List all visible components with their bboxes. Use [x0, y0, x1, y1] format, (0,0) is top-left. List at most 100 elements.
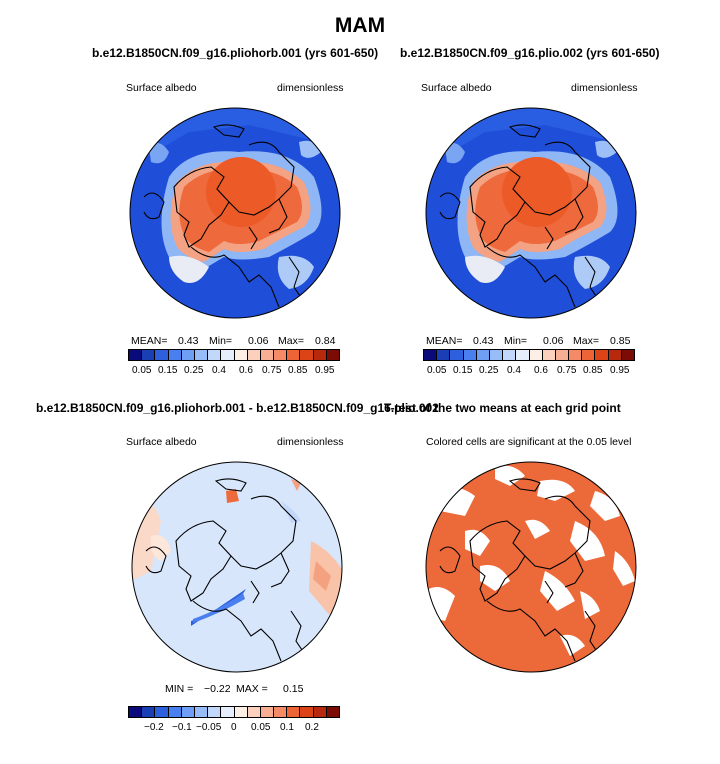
panel3-colorbar-swatch-6	[208, 707, 222, 717]
panel1-colorbar-swatch-13	[300, 350, 314, 360]
panel2-colorbar-swatch-9	[542, 350, 556, 360]
panel2-tick-7: 0.95	[610, 365, 630, 376]
panel1-colorbar-swatch-7	[221, 350, 235, 360]
panel2-colorbar-swatch-3	[463, 350, 477, 360]
panel3-colorbar-swatch-11	[274, 707, 288, 717]
panel1-colorbar-swatch-2	[155, 350, 169, 360]
panel2-max-label: Max=	[573, 335, 599, 347]
panel2-tick-0: 0.05	[427, 365, 447, 376]
panel2-colorbar-swatch-6	[503, 350, 517, 360]
panel1-colorbar-swatch-1	[142, 350, 156, 360]
panel2-colorbar-swatch-0	[424, 350, 438, 360]
panel3-tick-1: −0.1	[172, 722, 192, 733]
panel2-colorbar-swatch-14	[608, 350, 622, 360]
panel1-min-label: Min=	[209, 335, 233, 347]
panel1-colorbar-swatch-11	[274, 350, 288, 360]
panel1-title: b.e12.B1850CN.f09_g16.pliohorb.001 (yrs …	[92, 46, 379, 60]
panel3-max-value: 0.15	[283, 683, 304, 695]
panel3-colorbar-swatch-10	[260, 707, 275, 717]
panel2-colorbar-swatch-5	[489, 350, 504, 360]
panel2-tick-6: 0.85	[583, 365, 603, 376]
panel3-min-label: MIN =	[165, 683, 194, 695]
figure-title: MAM	[334, 14, 386, 37]
panel1-colorbar-swatch-15	[326, 350, 339, 360]
panel3-units-label: dimensionless	[277, 436, 344, 448]
panel3-title: b.e12.B1850CN.f09_g16.pliohorb.001 - b.e…	[36, 401, 439, 415]
panel1-colorbar-swatch-3	[168, 350, 182, 360]
panel2-min-value: 0.06	[543, 335, 564, 347]
panel2-title: b.e12.B1850CN.f09_g16.plio.002 (yrs 601-…	[400, 46, 660, 60]
panel1-tick-1: 0.15	[158, 365, 178, 376]
panel3-max-label: MAX =	[236, 683, 268, 695]
panel3-tick-0: −0.2	[144, 722, 164, 733]
panel1-tick-4: 0.6	[239, 365, 253, 376]
panel2-tick-3: 0.4	[507, 365, 521, 376]
panel3-min-value: −0.22	[204, 683, 231, 695]
panel1-tick-0: 0.05	[132, 365, 152, 376]
panel3-colorbar-swatch-13	[300, 707, 314, 717]
panel2-tick-5: 0.75	[557, 365, 577, 376]
panel1-tick-3: 0.4	[212, 365, 226, 376]
panel2-polar-map	[425, 107, 637, 319]
panel2-mean-value: 0.43	[473, 335, 494, 347]
panel3-colorbar-swatch-8	[234, 707, 248, 717]
panel3-colorbar	[128, 706, 340, 718]
panel3-colorbar-swatch-9	[247, 707, 261, 717]
panel3-variable-label: Surface albedo	[126, 436, 197, 448]
panel1-colorbar-swatch-5	[194, 350, 209, 360]
panel4-significance-map	[425, 461, 637, 673]
panel3-colorbar-swatch-0	[129, 707, 143, 717]
panel1-colorbar-swatch-8	[234, 350, 248, 360]
panel1-tick-7: 0.95	[315, 365, 335, 376]
panel2-tick-4: 0.6	[534, 365, 548, 376]
panel1-tick-6: 0.85	[288, 365, 308, 376]
panel2-colorbar-swatch-10	[555, 350, 570, 360]
panel1-colorbar-swatch-12	[287, 350, 301, 360]
panel2-colorbar-swatch-2	[450, 350, 464, 360]
panel3-colorbar-swatch-7	[221, 707, 235, 717]
panel2-colorbar-swatch-1	[437, 350, 451, 360]
panel2-colorbar-swatch-13	[595, 350, 609, 360]
panel2-colorbar-swatch-12	[582, 350, 596, 360]
panel1-mean-value: 0.43	[178, 335, 199, 347]
panel1-mean-label: MEAN=	[131, 335, 168, 347]
panel2-colorbar-swatch-4	[476, 350, 490, 360]
panel3-tick-4: 0.05	[251, 722, 271, 733]
panel3-colorbar-swatch-15	[326, 707, 339, 717]
panel3-colorbar-swatch-14	[313, 707, 327, 717]
panel1-units-label: dimensionless	[277, 82, 344, 94]
panel1-colorbar-swatch-6	[208, 350, 222, 360]
panel1-colorbar-swatch-10	[260, 350, 275, 360]
panel3-colorbar-swatch-3	[168, 707, 182, 717]
panel1-colorbar-swatch-14	[313, 350, 327, 360]
panel3-tick-5: 0.1	[280, 722, 294, 733]
panel3-tick-6: 0.2	[305, 722, 319, 733]
panel2-tick-1: 0.15	[453, 365, 473, 376]
panel3-colorbar-swatch-2	[155, 707, 169, 717]
panel3-colorbar-swatch-1	[142, 707, 156, 717]
panel1-min-value: 0.06	[248, 335, 269, 347]
panel3-tick-3: 0	[231, 722, 237, 733]
panel2-colorbar-swatch-8	[529, 350, 543, 360]
panel2-units-label: dimensionless	[571, 82, 638, 94]
panel1-colorbar	[128, 349, 340, 361]
panel2-colorbar-swatch-15	[621, 350, 634, 360]
panel4-subtitle: Colored cells are significant at the 0.0…	[426, 436, 632, 448]
panel1-colorbar-swatch-4	[181, 350, 195, 360]
panel3-difference-map	[131, 461, 343, 673]
panel2-colorbar-swatch-7	[516, 350, 530, 360]
panel1-variable-label: Surface albedo	[126, 82, 197, 94]
panel2-tick-2: 0.25	[479, 365, 499, 376]
panel2-variable-label: Surface albedo	[421, 82, 492, 94]
panel3-colorbar-swatch-5	[194, 707, 209, 717]
panel1-colorbar-swatch-0	[129, 350, 143, 360]
panel1-tick-5: 0.75	[262, 365, 282, 376]
panel4-title: T-test of the two means at each grid poi…	[384, 401, 621, 415]
panel2-colorbar	[423, 349, 635, 361]
panel1-tick-2: 0.25	[184, 365, 204, 376]
panel1-colorbar-swatch-9	[247, 350, 261, 360]
panel1-max-label: Max=	[278, 335, 304, 347]
panel1-polar-map	[129, 107, 341, 319]
panel2-colorbar-swatch-11	[569, 350, 583, 360]
panel3-colorbar-swatch-12	[287, 707, 301, 717]
